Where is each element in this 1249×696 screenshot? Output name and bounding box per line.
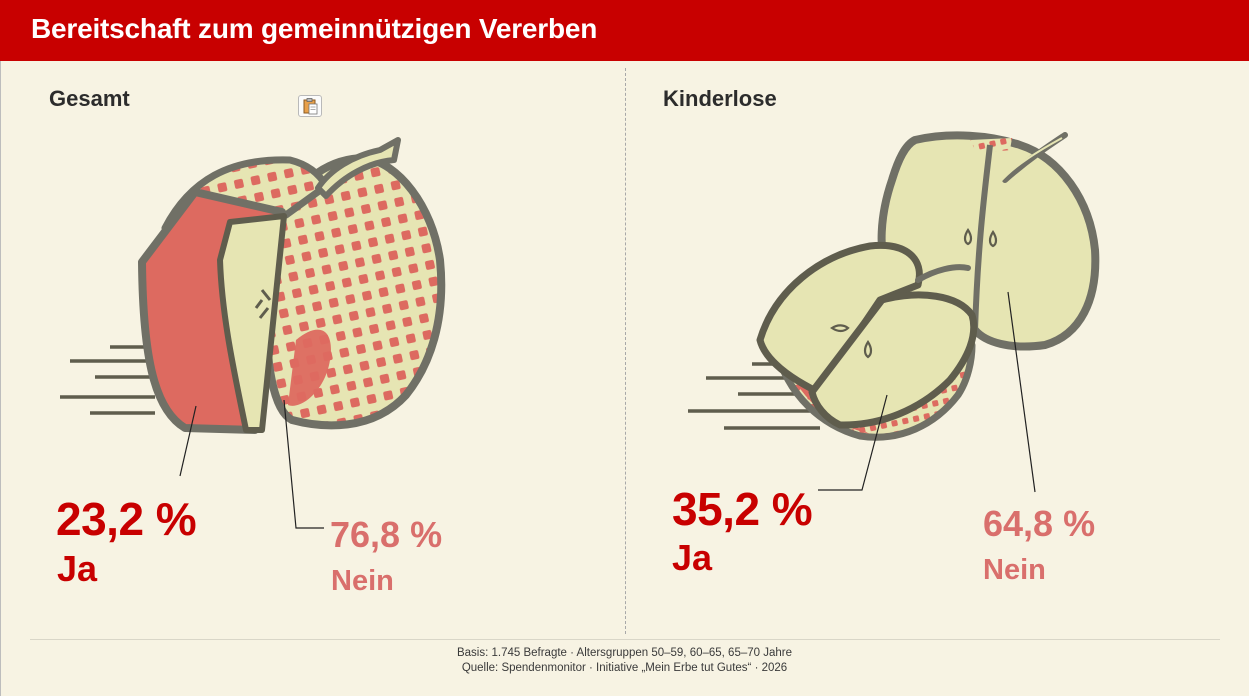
value-nein-kinderlose: 64,8 % <box>983 503 1096 544</box>
clipboard-icon[interactable] <box>298 95 322 117</box>
value-ja-gesamt: 23,2 % <box>56 493 197 545</box>
value-ja-kinderlose: 35,2 % <box>672 483 813 535</box>
leader-ja-kinderlose <box>818 394 888 491</box>
panel-title-gesamt: Gesamt <box>49 86 130 111</box>
panel-divider <box>625 68 626 634</box>
left-border <box>0 61 1 696</box>
panel-title-kinderlose: Kinderlose <box>663 86 777 111</box>
apple-front-quarter-kinderlose <box>756 241 923 396</box>
footer-basis: Basis: 1.745 Befragte · Altersgruppen 50… <box>456 647 793 659</box>
header-bar: Bereitschaft zum gemeinnützigen Vererben <box>0 0 1249 61</box>
speed-lines-gesamt <box>60 345 155 415</box>
page-title: Bereitschaft zum gemeinnützigen Vererben <box>31 13 598 44</box>
footer-source: Quelle: Spendenmonitor · Initiative „Mei… <box>461 662 788 674</box>
footer-divider <box>30 639 1220 640</box>
leader-nein-gesamt <box>283 399 324 529</box>
apple-cutface-gesamt <box>217 213 287 433</box>
leader-ja-gesamt <box>179 405 197 477</box>
label-ja-kinderlose: Ja <box>672 537 713 578</box>
leader-nein-kinderlose <box>1007 291 1036 493</box>
label-ja-gesamt: Ja <box>57 548 98 589</box>
label-nein-gesamt: Nein <box>331 565 394 597</box>
value-nein-gesamt: 76,8 % <box>330 514 443 555</box>
apple-slice-ja-kinderlose <box>808 291 978 429</box>
label-nein-kinderlose: Nein <box>983 554 1046 586</box>
apple-stem-gesamt <box>315 137 401 199</box>
